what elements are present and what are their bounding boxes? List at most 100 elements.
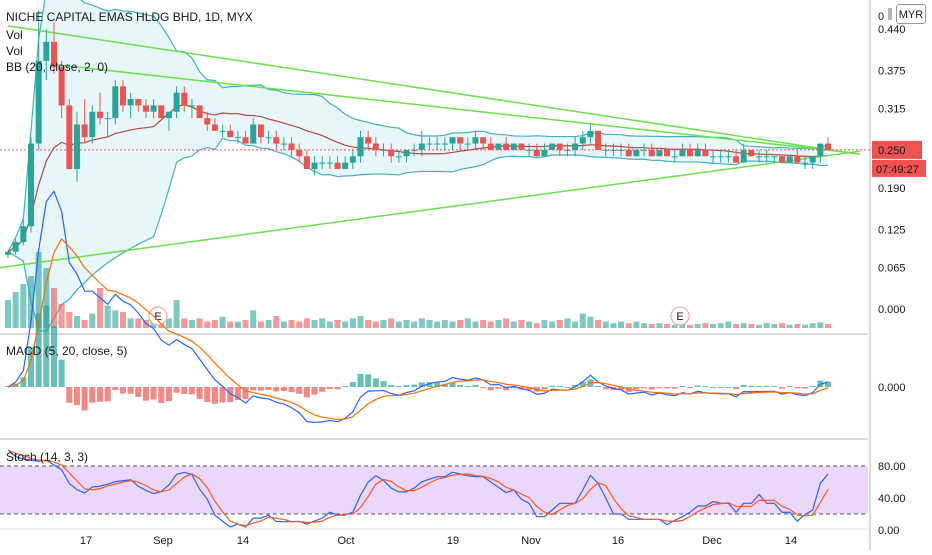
candle-body[interactable] bbox=[365, 137, 372, 144]
candle-body[interactable] bbox=[250, 124, 257, 144]
candle-body[interactable] bbox=[257, 124, 264, 138]
candle-body[interactable] bbox=[296, 149, 303, 157]
candle-body[interactable] bbox=[763, 156, 770, 158]
candle-body[interactable] bbox=[27, 143, 34, 227]
candle-body[interactable] bbox=[418, 143, 425, 150]
candle-body[interactable] bbox=[326, 162, 333, 164]
candle-body[interactable] bbox=[503, 143, 510, 150]
candle-body[interactable] bbox=[533, 149, 540, 157]
candle-body[interactable] bbox=[549, 143, 556, 150]
candle-body[interactable] bbox=[35, 60, 42, 144]
candle-body[interactable] bbox=[457, 137, 464, 144]
candle-body[interactable] bbox=[802, 162, 809, 164]
candle-body[interactable] bbox=[487, 143, 494, 150]
candle-body[interactable] bbox=[388, 149, 395, 157]
candle-body[interactable] bbox=[173, 92, 180, 112]
candle-body[interactable] bbox=[541, 149, 548, 157]
candle-body[interactable] bbox=[825, 143, 831, 150]
candle-body[interactable] bbox=[426, 143, 433, 145]
candle-body[interactable] bbox=[211, 124, 218, 131]
candle-body[interactable] bbox=[142, 105, 149, 112]
candle-body[interactable] bbox=[43, 41, 50, 61]
flag-icon[interactable] bbox=[888, 8, 892, 20]
earnings-marker[interactable] bbox=[148, 306, 168, 326]
candle-body[interactable] bbox=[725, 156, 732, 158]
candle-body[interactable] bbox=[794, 156, 801, 163]
candle-body[interactable] bbox=[273, 137, 280, 144]
candle-body[interactable] bbox=[694, 149, 701, 157]
candle-body[interactable] bbox=[12, 242, 19, 252]
candle-body[interactable] bbox=[648, 149, 655, 157]
trendline[interactable] bbox=[0, 150, 861, 269]
candle-body[interactable] bbox=[204, 118, 211, 125]
candle-body[interactable] bbox=[112, 86, 119, 119]
candle-body[interactable] bbox=[311, 162, 318, 169]
candle-body[interactable] bbox=[740, 149, 747, 163]
candle-body[interactable] bbox=[357, 137, 364, 157]
candle-body[interactable] bbox=[265, 137, 272, 139]
candle-body[interactable] bbox=[587, 130, 594, 138]
candle-body[interactable] bbox=[135, 99, 142, 106]
candle-body[interactable] bbox=[633, 149, 640, 157]
candle-body[interactable] bbox=[464, 143, 471, 145]
candle-body[interactable] bbox=[809, 156, 816, 163]
candle-body[interactable] bbox=[119, 86, 126, 106]
candle-body[interactable] bbox=[342, 162, 349, 169]
candle-body[interactable] bbox=[786, 156, 793, 163]
candle-body[interactable] bbox=[710, 156, 717, 158]
candle-body[interactable] bbox=[449, 137, 456, 144]
candle-body[interactable] bbox=[579, 137, 586, 144]
candle-body[interactable] bbox=[510, 143, 517, 150]
candle-body[interactable] bbox=[104, 118, 111, 120]
candle-body[interactable] bbox=[411, 149, 418, 151]
candle-body[interactable] bbox=[319, 162, 326, 164]
candle-body[interactable] bbox=[96, 111, 103, 119]
candle-body[interactable] bbox=[572, 143, 579, 150]
candle-body[interactable] bbox=[127, 99, 134, 106]
candle-body[interactable] bbox=[679, 149, 686, 157]
candle-body[interactable] bbox=[89, 111, 96, 138]
candle-body[interactable] bbox=[5, 251, 11, 255]
candle-body[interactable] bbox=[671, 156, 678, 158]
candle-body[interactable] bbox=[288, 143, 295, 150]
candle-body[interactable] bbox=[480, 137, 487, 144]
candle-body[interactable] bbox=[20, 226, 27, 243]
candle-body[interactable] bbox=[188, 105, 195, 107]
candle-body[interactable] bbox=[472, 137, 479, 144]
candle-body[interactable] bbox=[556, 143, 563, 150]
candle-body[interactable] bbox=[595, 130, 602, 150]
candle-body[interactable] bbox=[372, 143, 379, 150]
candle-body[interactable] bbox=[165, 111, 172, 119]
candle-body[interactable] bbox=[518, 143, 525, 150]
candle-body[interactable] bbox=[219, 130, 226, 132]
candle-body[interactable] bbox=[771, 156, 778, 158]
candle-body[interactable] bbox=[50, 41, 57, 68]
candle-body[interactable] bbox=[181, 92, 188, 106]
candle-body[interactable] bbox=[733, 156, 740, 163]
candle-body[interactable] bbox=[81, 124, 88, 138]
candle-body[interactable] bbox=[150, 105, 157, 112]
candle-body[interactable] bbox=[625, 149, 632, 157]
candle-body[interactable] bbox=[334, 162, 341, 169]
candle-body[interactable] bbox=[66, 105, 73, 169]
earnings-marker[interactable] bbox=[670, 306, 690, 326]
candle-body[interactable] bbox=[434, 143, 441, 145]
candle-body[interactable] bbox=[380, 149, 387, 151]
candle-body[interactable] bbox=[748, 149, 755, 157]
candle-body[interactable] bbox=[702, 149, 709, 157]
candle-body[interactable] bbox=[303, 156, 310, 169]
currency-badge[interactable]: MYR bbox=[896, 4, 926, 24]
candle-body[interactable] bbox=[58, 67, 65, 106]
candle-body[interactable] bbox=[227, 130, 234, 138]
candle-body[interactable] bbox=[280, 143, 287, 145]
candle-body[interactable] bbox=[756, 156, 763, 158]
candle-body[interactable] bbox=[687, 149, 694, 157]
candle-body[interactable] bbox=[495, 143, 502, 150]
candle-body[interactable] bbox=[779, 156, 786, 163]
candle-body[interactable] bbox=[564, 149, 571, 151]
candle-body[interactable] bbox=[73, 124, 80, 169]
candle-body[interactable] bbox=[664, 149, 671, 157]
trendline[interactable] bbox=[7, 25, 861, 156]
